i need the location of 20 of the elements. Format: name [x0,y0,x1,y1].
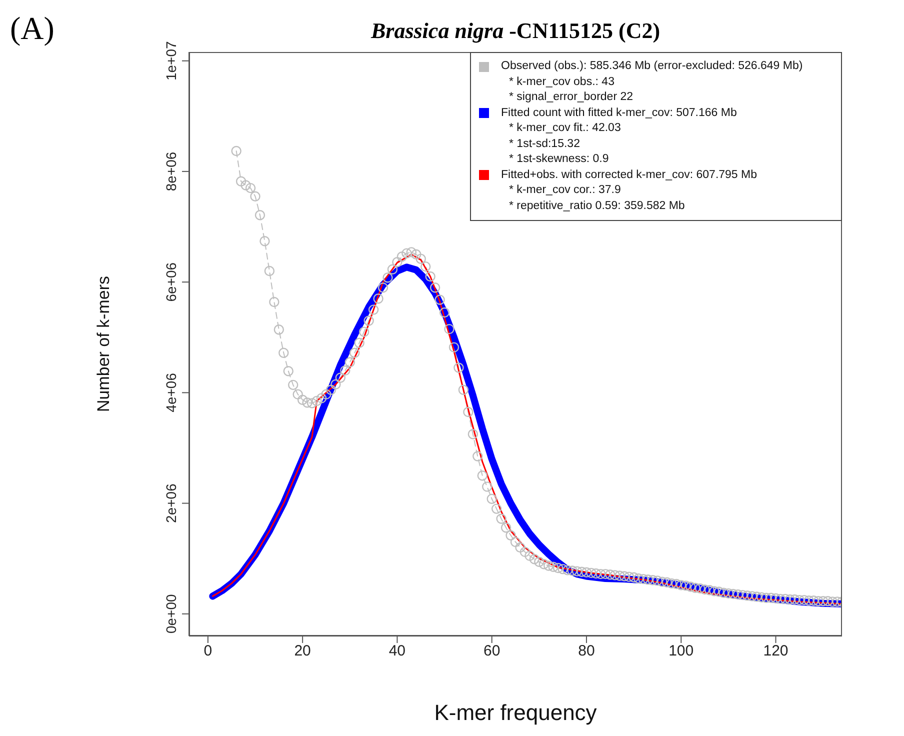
chart-title: Brassica nigra -CN115125 (C2) [370,18,660,43]
legend-label: Observed (obs.): 585.346 Mb (error-excluded: 526.649 Mb) * k-mer_cov obs.: 43 * signal_error_border 22 [501,59,803,105]
x-tick-label: 120 [763,642,788,660]
x-axis-title: K-mer frequency [434,700,597,725]
x-tick-label: 100 [668,642,694,660]
x-tick-label: 60 [483,642,500,660]
y-tick-label: 8e+06 [163,152,179,192]
y-tick-label: 4e+06 [163,372,179,412]
y-tick-label: 6e+06 [163,262,179,302]
y-axis-title: Number of k-mers [94,276,114,412]
legend-label: Fitted+obs. with corrected k-mer_cov: 607.795 Mb * k-mer_cov cor.: 37.9 * repetitive_ratio 0.59: 359.582 Mb [501,168,757,214]
legend-label: Fitted count with fitted k-mer_cov: 507.166 Mb * k-mer_cov fit.: 42.03 * 1st-sd:15.32 * 1st-skewness: 0.9 [501,106,737,167]
x-tick-label: 0 [204,642,212,660]
text: (A) [10,10,54,47]
y-tick-label: 0e+00 [163,594,179,634]
y-tick-label: 2e+06 [163,483,179,523]
x-tick-label: 40 [388,642,406,660]
x-tick-label: 20 [294,642,311,660]
x-tick-label: 80 [578,642,595,660]
y-tick-label: 1e+07 [163,40,179,81]
